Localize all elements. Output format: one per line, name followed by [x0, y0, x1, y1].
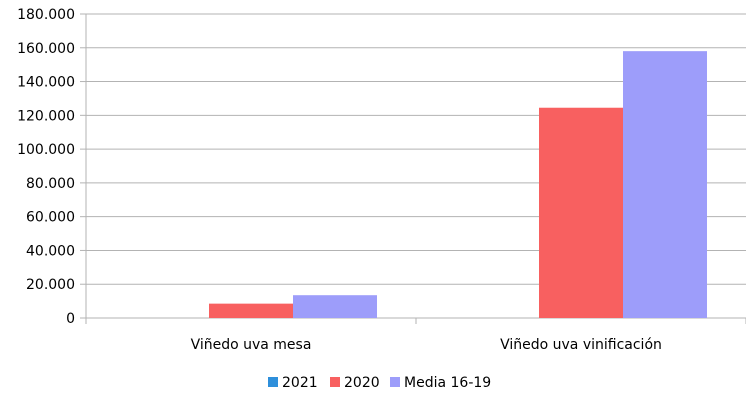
- legend-label: 2021: [282, 375, 318, 391]
- y-tick-label: 120.000: [17, 108, 75, 124]
- y-tick-label: 80.000: [26, 176, 75, 192]
- y-tick-label: 20.000: [26, 277, 75, 293]
- legend-label: 2020: [344, 375, 380, 391]
- y-tick-label: 140.000: [17, 75, 75, 91]
- legend-label: Media 16-19: [404, 375, 491, 391]
- y-tick-label: 40.000: [26, 243, 75, 259]
- y-tick-label: 60.000: [26, 210, 75, 226]
- y-tick-label: 160.000: [17, 41, 75, 57]
- legend-swatch: [390, 377, 400, 387]
- x-category-label: Viñedo uva vinificación: [500, 337, 662, 353]
- bar-media-16-19: [293, 295, 377, 318]
- y-tick-label: 180.000: [17, 7, 75, 23]
- legend-swatch: [330, 377, 340, 387]
- bar-media-16-19: [623, 51, 707, 319]
- y-tick-label: 0: [66, 311, 75, 327]
- x-category-label: Viñedo uva mesa: [191, 337, 312, 353]
- bar-2020: [209, 303, 293, 318]
- y-tick-label: 100.000: [17, 142, 75, 158]
- legend-swatch: [268, 377, 278, 387]
- bar-2020: [539, 107, 623, 318]
